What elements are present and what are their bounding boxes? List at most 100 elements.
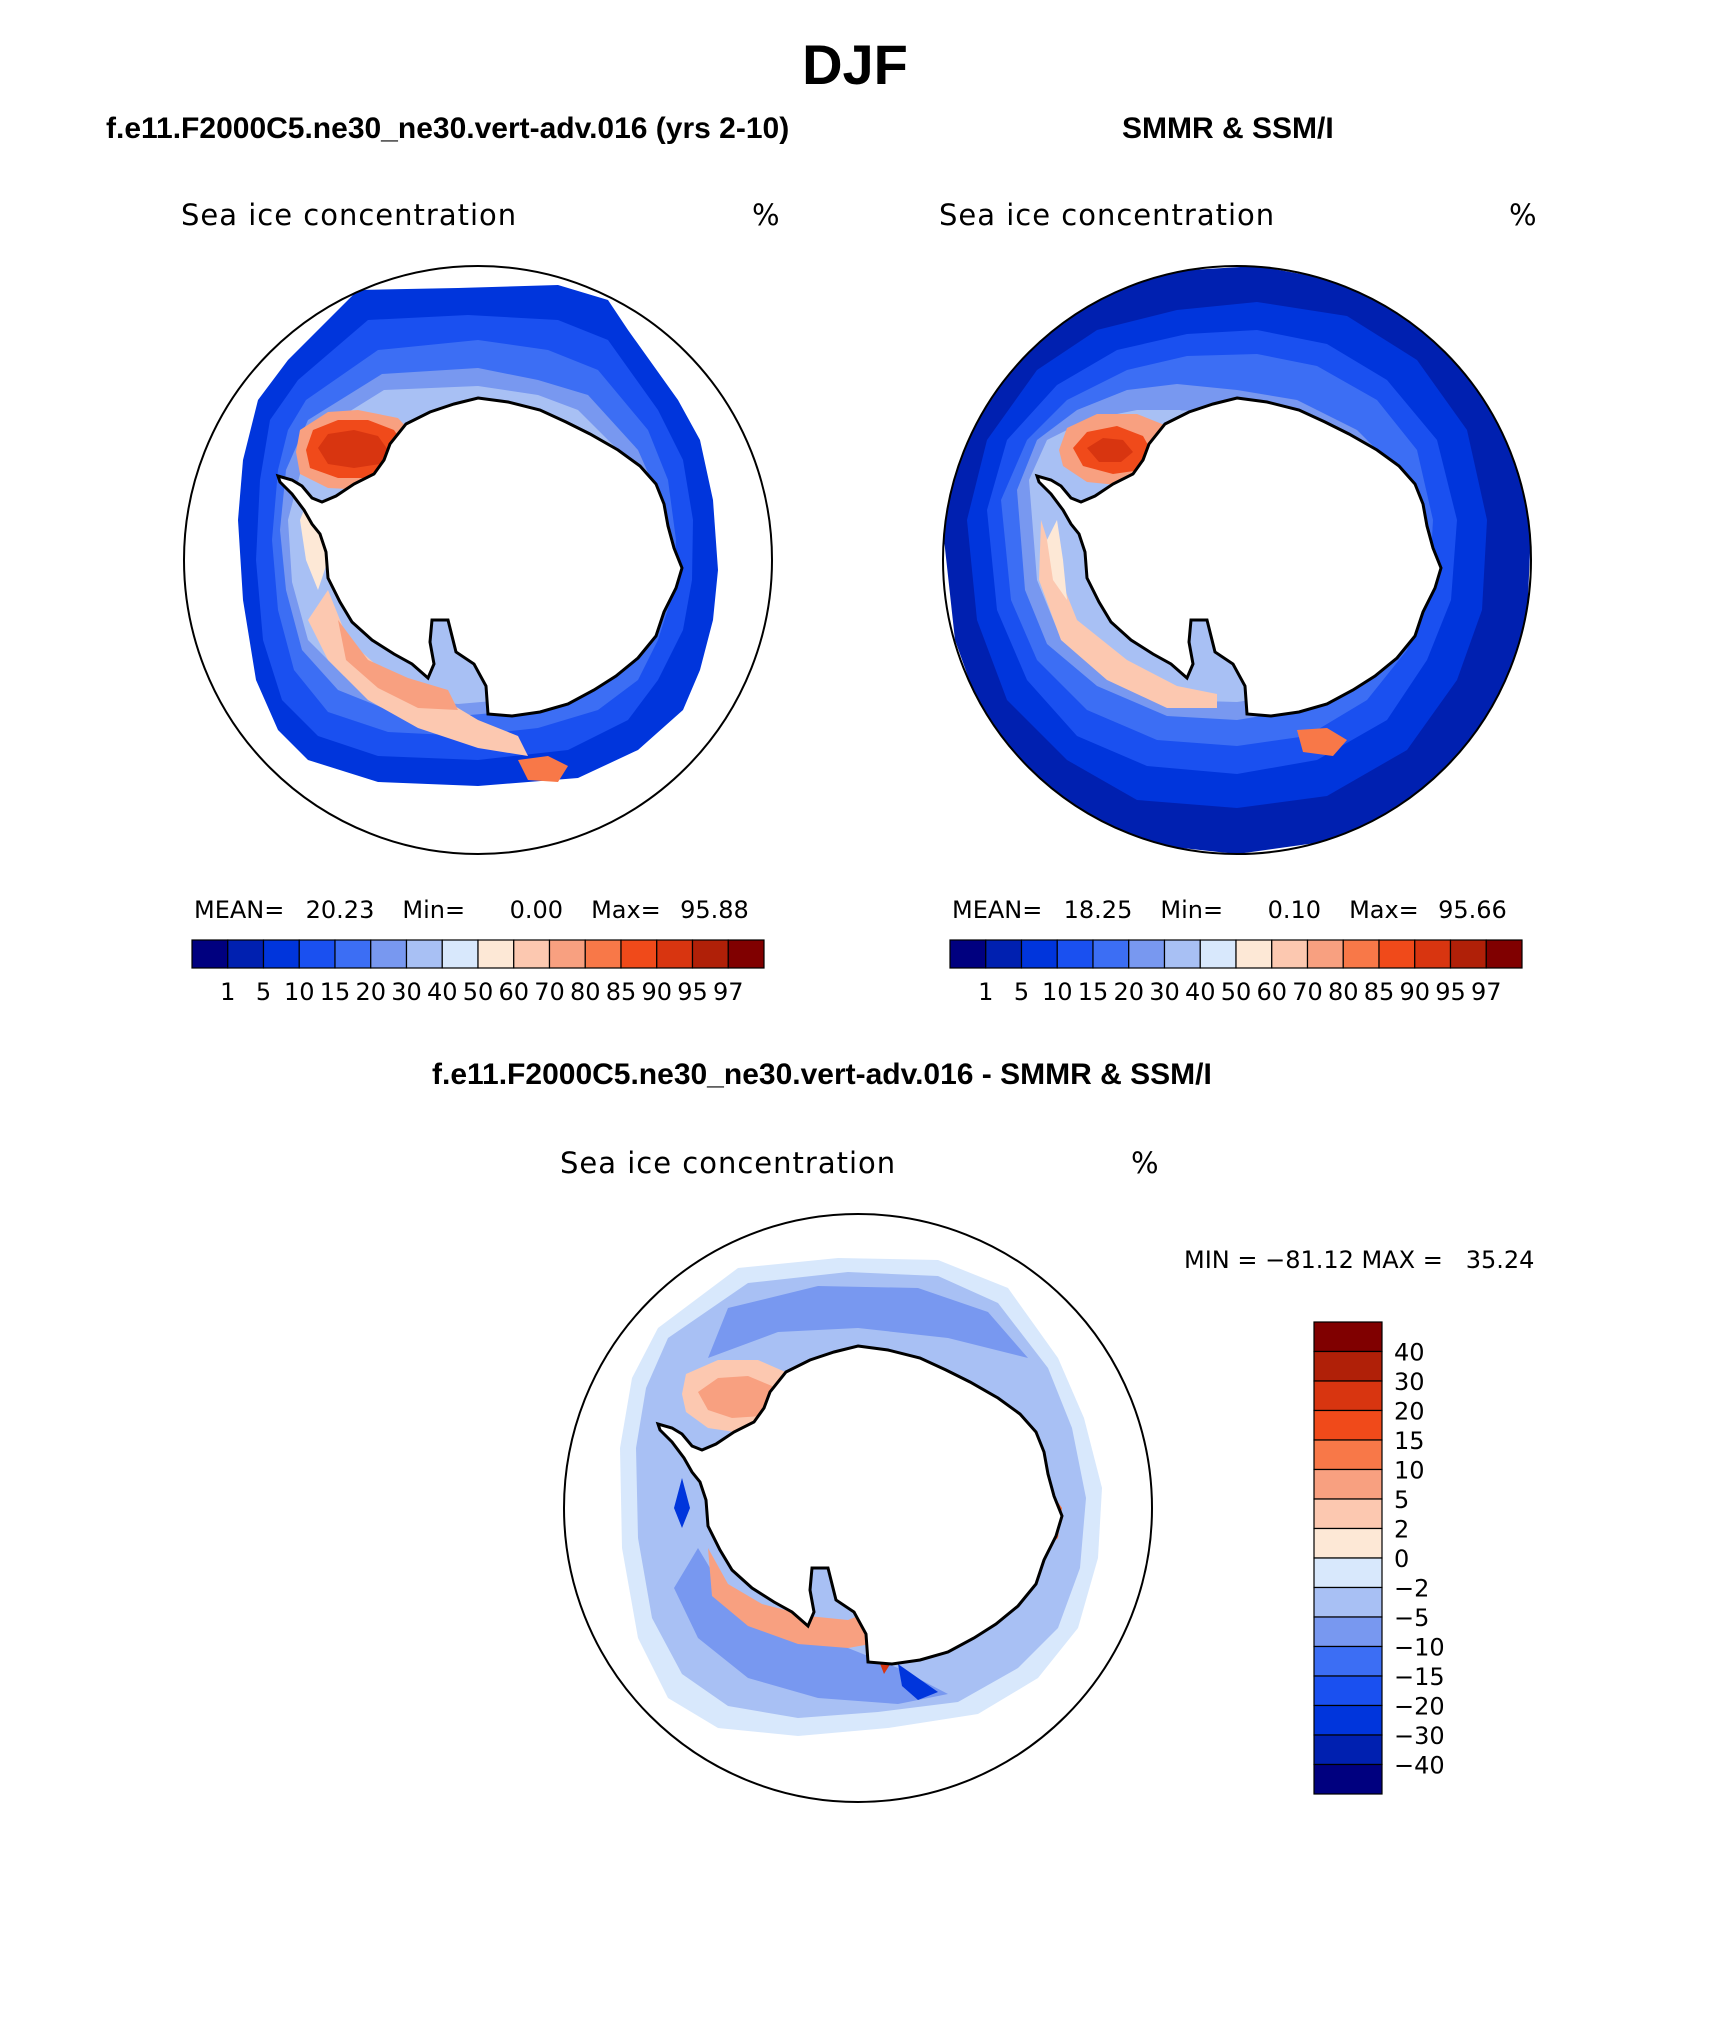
panel-1-min-label: Min= — [402, 896, 466, 924]
panel-2-colorbar-tick-label: 60 — [1256, 978, 1287, 1006]
panel-1-colorbar-tick-label: 20 — [355, 978, 386, 1006]
difference-colorbar-swatch — [1313, 1704, 1383, 1736]
panel-1-colorbar-tick-label: 95 — [677, 978, 708, 1006]
difference-colorbar-swatch — [1313, 1380, 1383, 1412]
panel-2-colorbar-swatch — [1163, 939, 1201, 969]
map-3-boundary-circle — [563, 1213, 1153, 1803]
panel-1-colorbar-swatch — [727, 939, 765, 969]
difference-colorbar-swatch — [1313, 1675, 1383, 1707]
difference-colorbar-tick-label: 0 — [1394, 1545, 1409, 1573]
panel-2-colorbar-tick-label: 80 — [1328, 978, 1359, 1006]
panel-2-colorbar-swatch — [1020, 939, 1058, 969]
panel-2-colorbar-swatch — [1271, 939, 1309, 969]
difference-colorbar-swatch — [1313, 1586, 1383, 1618]
panel-2-colorbar-swatch — [949, 939, 987, 969]
panel-2-colorbar-tick-label: 30 — [1149, 978, 1180, 1006]
panel-1-colorbar-swatch — [370, 939, 408, 969]
panel-2-colorbar: 1 5 10 15 20 30 40 50 60 70 80 85 90 95 97 — [949, 939, 1523, 1006]
difference-colorbar-swatch — [1313, 1409, 1383, 1441]
panel-1-colorbar-swatch — [191, 939, 229, 969]
panel-2-colorbar-tick-label: 95 — [1435, 978, 1466, 1006]
map-1-boundary-circle — [183, 265, 773, 855]
panel-1-colorbar-swatch — [513, 939, 551, 969]
difference-colorbar-tick-label: 20 — [1394, 1398, 1425, 1426]
panel-1-colorbar-swatch — [548, 939, 586, 969]
panel-1-colorbar: 1 5 10 15 20 30 40 50 60 70 80 85 90 95 97 — [191, 939, 765, 1006]
panel-2-colorbar-swatch — [1056, 939, 1094, 969]
difference-colorbar-swatch — [1313, 1557, 1383, 1589]
difference-colorbar-swatch — [1313, 1734, 1383, 1766]
panel-3-min-max-stats: MIN = −81.12 MAX = 35.24 — [1184, 1246, 1535, 1274]
panel-2-colorbar-swatch — [1485, 939, 1523, 969]
difference-colorbar-tick-label: −5 — [1394, 1604, 1429, 1632]
difference-colorbar-swatch — [1313, 1645, 1383, 1677]
panel-1-colorbar-swatch — [477, 939, 515, 969]
difference-colorbar-tick-label: −30 — [1394, 1722, 1445, 1750]
panel-1-colorbar-swatch — [656, 939, 694, 969]
difference-colorbar-tick-label: −20 — [1394, 1693, 1445, 1721]
panel-1-colorbar-tick-label: 1 — [220, 978, 235, 1006]
panel-1-colorbar-swatch — [334, 939, 372, 969]
difference-colorbar-swatch — [1313, 1321, 1383, 1353]
panel-2-colorbar-swatch — [1128, 939, 1166, 969]
panel-1-colorbar-swatch — [298, 939, 336, 969]
panel-1-colorbar-tick-label: 50 — [463, 978, 494, 1006]
panel-2-colorbar-tick-label: 40 — [1185, 978, 1216, 1006]
panel-1-colorbar-tick-label: 10 — [284, 978, 315, 1006]
panel-2-colorbar-swatch — [1449, 939, 1487, 969]
difference-colorbar-swatch — [1313, 1527, 1383, 1559]
panel-1-colorbar-tick-label: 60 — [498, 978, 529, 1006]
panel-2-colorbar-tick-label: 10 — [1042, 978, 1073, 1006]
panel-1-colorbar-swatch — [584, 939, 622, 969]
difference-colorbar-swatch — [1313, 1468, 1383, 1500]
panel-2-variable-label: Sea ice concentration — [939, 198, 1276, 232]
panel-1-units-label: % — [752, 198, 780, 232]
panel-1-colorbar-swatch — [620, 939, 658, 969]
panel-3-title: f.e11.F2000C5.ne30_ne30.vert-adv.016 - S… — [432, 1058, 1212, 1091]
map-2-observed-sea-ice — [942, 265, 1532, 855]
map-3-difference — [563, 1213, 1153, 1803]
panel-2-mean-value: 18.25 — [1063, 896, 1133, 924]
panel-2-colorbar-swatch — [1378, 939, 1416, 969]
panel-1-max-label: Max= — [591, 896, 661, 924]
panel-1-colorbar-tick-label: 5 — [256, 978, 271, 1006]
difference-colorbar-swatch — [1313, 1439, 1383, 1471]
panel-2-title: SMMR & SSM/I — [1122, 112, 1334, 145]
panel-2-colorbar-tick-label: 5 — [1014, 978, 1029, 1006]
panel-1-colorbar-tick-label: 40 — [427, 978, 458, 1006]
difference-colorbar-tick-label: 40 — [1394, 1339, 1425, 1367]
panel-1-min-value: 0.00 — [509, 896, 564, 924]
difference-colorbar-swatch — [1313, 1763, 1383, 1795]
panel-2-colorbar-tick-label: 90 — [1399, 978, 1430, 1006]
panel-2-colorbar-swatch — [1092, 939, 1130, 969]
panel-3-variable-label: Sea ice concentration — [560, 1146, 897, 1180]
panel-2-colorbar-tick-label: 70 — [1292, 978, 1323, 1006]
panel-2-min-label: Min= — [1160, 896, 1224, 924]
panel-1-colorbar-tick-label: 80 — [570, 978, 601, 1006]
panel-2-colorbar-swatch — [1414, 939, 1452, 969]
panel-2-colorbar-swatch — [1306, 939, 1344, 969]
panel-2-colorbar-swatch — [1342, 939, 1380, 969]
panel-1-mean-label: MEAN= — [194, 896, 285, 924]
map-1-model-sea-ice — [183, 265, 773, 855]
panel-1-colorbar-tick-label: 85 — [606, 978, 637, 1006]
panel-2-colorbar-swatch — [1235, 939, 1273, 969]
panel-1-colorbar-swatch — [227, 939, 265, 969]
difference-colorbar-tick-label: 5 — [1394, 1486, 1409, 1514]
panel-1-colorbar-swatch — [691, 939, 729, 969]
difference-colorbar-tick-label: −15 — [1394, 1663, 1445, 1691]
panel-2-colorbar-tick-label: 97 — [1471, 978, 1502, 1006]
panel-2-units-label: % — [1509, 198, 1537, 232]
difference-colorbar-swatch — [1313, 1616, 1383, 1648]
panel-2-max-label: Max= — [1349, 896, 1419, 924]
panel-1-colorbar-swatch — [405, 939, 443, 969]
panel-1-colorbar-tick-label: 30 — [391, 978, 422, 1006]
panel-1-stats: MEAN= 20.23 Min= 0.00 Max= 95.88 — [194, 896, 749, 924]
difference-colorbar-tick-label: 2 — [1394, 1516, 1409, 1544]
panel-3-units-label: % — [1131, 1146, 1159, 1180]
panel-2-colorbar-tick-label: 15 — [1078, 978, 1109, 1006]
panel-2-colorbar-tick-label: 50 — [1221, 978, 1252, 1006]
difference-colorbar-tick-label: 10 — [1394, 1457, 1425, 1485]
